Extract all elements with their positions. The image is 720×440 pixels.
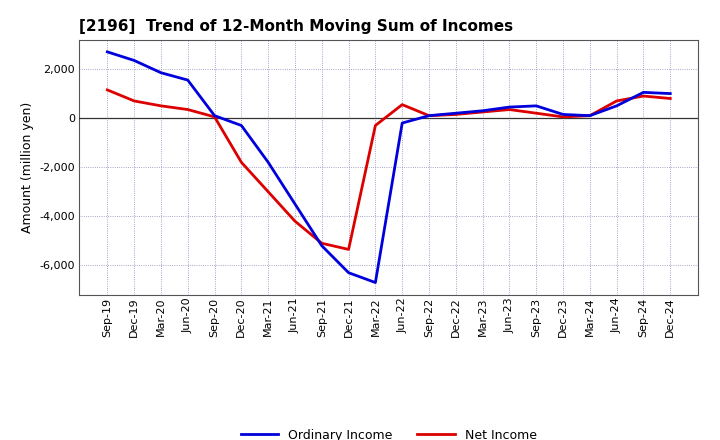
Net Income [184, 107, 192, 112]
Y-axis label: Amount (million yen): Amount (million yen) [21, 102, 34, 233]
Ordinary Income [639, 90, 648, 95]
Net Income [264, 189, 272, 194]
Net Income [398, 102, 407, 107]
Ordinary Income [157, 70, 166, 75]
Ordinary Income [666, 91, 675, 96]
Line: Net Income: Net Income [107, 90, 670, 249]
Ordinary Income [210, 113, 219, 118]
Net Income [371, 123, 379, 128]
Net Income [210, 114, 219, 120]
Ordinary Income [344, 270, 353, 275]
Text: [2196]  Trend of 12-Month Moving Sum of Incomes: [2196] Trend of 12-Month Moving Sum of I… [79, 19, 513, 34]
Net Income [612, 98, 621, 103]
Net Income [103, 87, 112, 92]
Ordinary Income [478, 108, 487, 114]
Net Income [318, 241, 326, 246]
Net Income [157, 103, 166, 109]
Net Income [532, 110, 541, 116]
Ordinary Income [612, 103, 621, 109]
Net Income [425, 113, 433, 118]
Net Income [451, 112, 460, 117]
Ordinary Income [532, 103, 541, 109]
Net Income [559, 114, 567, 120]
Net Income [639, 93, 648, 99]
Line: Ordinary Income: Ordinary Income [107, 52, 670, 282]
Net Income [344, 247, 353, 252]
Net Income [666, 96, 675, 101]
Ordinary Income [103, 49, 112, 55]
Net Income [585, 113, 594, 118]
Ordinary Income [425, 113, 433, 118]
Legend: Ordinary Income, Net Income: Ordinary Income, Net Income [235, 424, 542, 440]
Ordinary Income [318, 243, 326, 248]
Ordinary Income [291, 202, 300, 207]
Net Income [478, 110, 487, 115]
Ordinary Income [559, 112, 567, 117]
Ordinary Income [130, 58, 138, 63]
Ordinary Income [184, 77, 192, 83]
Ordinary Income [585, 113, 594, 118]
Ordinary Income [398, 121, 407, 126]
Ordinary Income [371, 280, 379, 285]
Ordinary Income [264, 160, 272, 165]
Net Income [505, 107, 514, 112]
Ordinary Income [505, 104, 514, 110]
Ordinary Income [237, 123, 246, 128]
Ordinary Income [451, 110, 460, 116]
Net Income [130, 98, 138, 103]
Net Income [291, 219, 300, 224]
Net Income [237, 160, 246, 165]
